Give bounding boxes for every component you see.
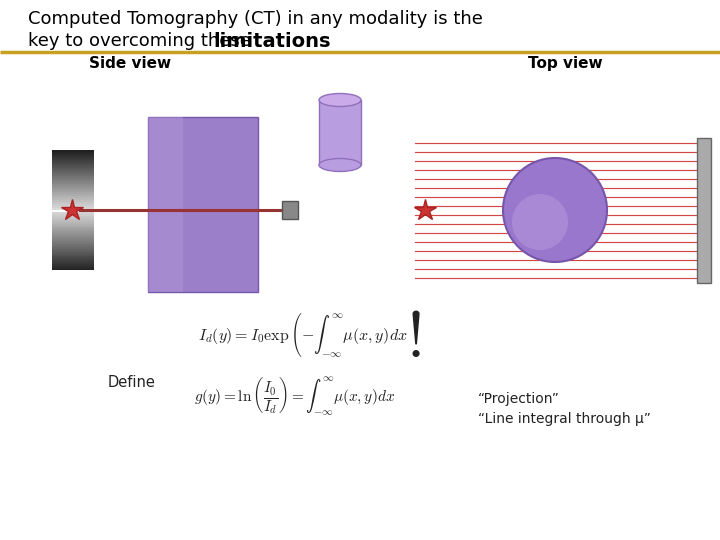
Bar xyxy=(52,254,94,256)
Bar xyxy=(52,190,94,192)
Bar xyxy=(52,176,94,178)
Bar xyxy=(52,196,94,198)
Bar xyxy=(52,243,94,245)
Bar xyxy=(52,150,94,152)
Bar xyxy=(52,218,94,220)
Bar xyxy=(52,212,94,214)
Text: Top view: Top view xyxy=(528,56,603,71)
Bar xyxy=(52,245,94,247)
Circle shape xyxy=(503,158,607,262)
Bar xyxy=(52,194,94,196)
Text: Side view: Side view xyxy=(89,56,171,71)
Bar xyxy=(52,256,94,259)
Bar xyxy=(52,260,94,262)
Text: $g(y) = \ln\left(\dfrac{I_0}{I_d}\right) = \int_{-\infty}^{\infty} \mu(x,y)dx$: $g(y) = \ln\left(\dfrac{I_0}{I_d}\right)… xyxy=(194,375,395,418)
Bar xyxy=(52,178,94,180)
Bar xyxy=(52,216,94,218)
Bar xyxy=(52,262,94,264)
Bar xyxy=(319,100,361,165)
Bar xyxy=(52,158,94,160)
Bar xyxy=(52,164,94,166)
Bar xyxy=(52,180,94,182)
Bar xyxy=(52,230,94,231)
Bar xyxy=(52,172,94,174)
Text: “Line integral through μ”: “Line integral through μ” xyxy=(478,412,651,426)
Bar xyxy=(52,162,94,164)
Bar xyxy=(52,214,94,216)
Bar xyxy=(52,156,94,158)
Bar xyxy=(52,170,94,172)
Bar xyxy=(52,186,94,188)
Ellipse shape xyxy=(319,159,361,172)
Text: “Projection”: “Projection” xyxy=(478,392,560,406)
Bar xyxy=(52,192,94,194)
Bar xyxy=(52,264,94,266)
Bar xyxy=(52,233,94,235)
Bar xyxy=(52,202,94,204)
Bar xyxy=(52,239,94,241)
Bar xyxy=(52,206,94,208)
Bar xyxy=(52,174,94,176)
Bar xyxy=(282,201,298,219)
Text: key to overcoming these: key to overcoming these xyxy=(28,32,256,50)
Text: Define: Define xyxy=(108,375,156,390)
Bar xyxy=(52,249,94,251)
Bar xyxy=(52,198,94,200)
Bar xyxy=(52,168,94,170)
Bar xyxy=(52,160,94,162)
Ellipse shape xyxy=(319,93,361,106)
Bar xyxy=(52,247,94,249)
Bar xyxy=(52,235,94,237)
Text: Computed Tomography (CT) in any modality is the: Computed Tomography (CT) in any modality… xyxy=(28,10,483,28)
Bar xyxy=(52,204,94,206)
Bar xyxy=(52,266,94,268)
Bar xyxy=(52,227,94,230)
Bar xyxy=(52,221,94,224)
Bar xyxy=(52,253,94,254)
Bar xyxy=(52,182,94,184)
Bar xyxy=(52,208,94,210)
Bar xyxy=(52,220,94,221)
Bar xyxy=(52,241,94,243)
Bar xyxy=(52,268,94,270)
Text: $I_d(y) = I_0 \exp\left(-\int_{-\infty}^{\infty} \mu(x,y)dx\right)$: $I_d(y) = I_0 \exp\left(-\int_{-\infty}^… xyxy=(199,308,421,359)
Bar xyxy=(52,152,94,154)
Bar xyxy=(52,184,94,186)
Bar xyxy=(52,224,94,226)
Bar xyxy=(52,226,94,227)
Text: limitations: limitations xyxy=(213,32,330,51)
Bar xyxy=(697,138,711,282)
Bar xyxy=(52,200,94,202)
Bar xyxy=(148,117,183,292)
Bar xyxy=(52,188,94,190)
Bar xyxy=(52,251,94,253)
Bar xyxy=(52,231,94,233)
Bar xyxy=(52,259,94,260)
Bar xyxy=(52,154,94,156)
Bar xyxy=(52,166,94,168)
Bar xyxy=(148,117,258,292)
Circle shape xyxy=(512,194,568,250)
Bar xyxy=(52,237,94,239)
